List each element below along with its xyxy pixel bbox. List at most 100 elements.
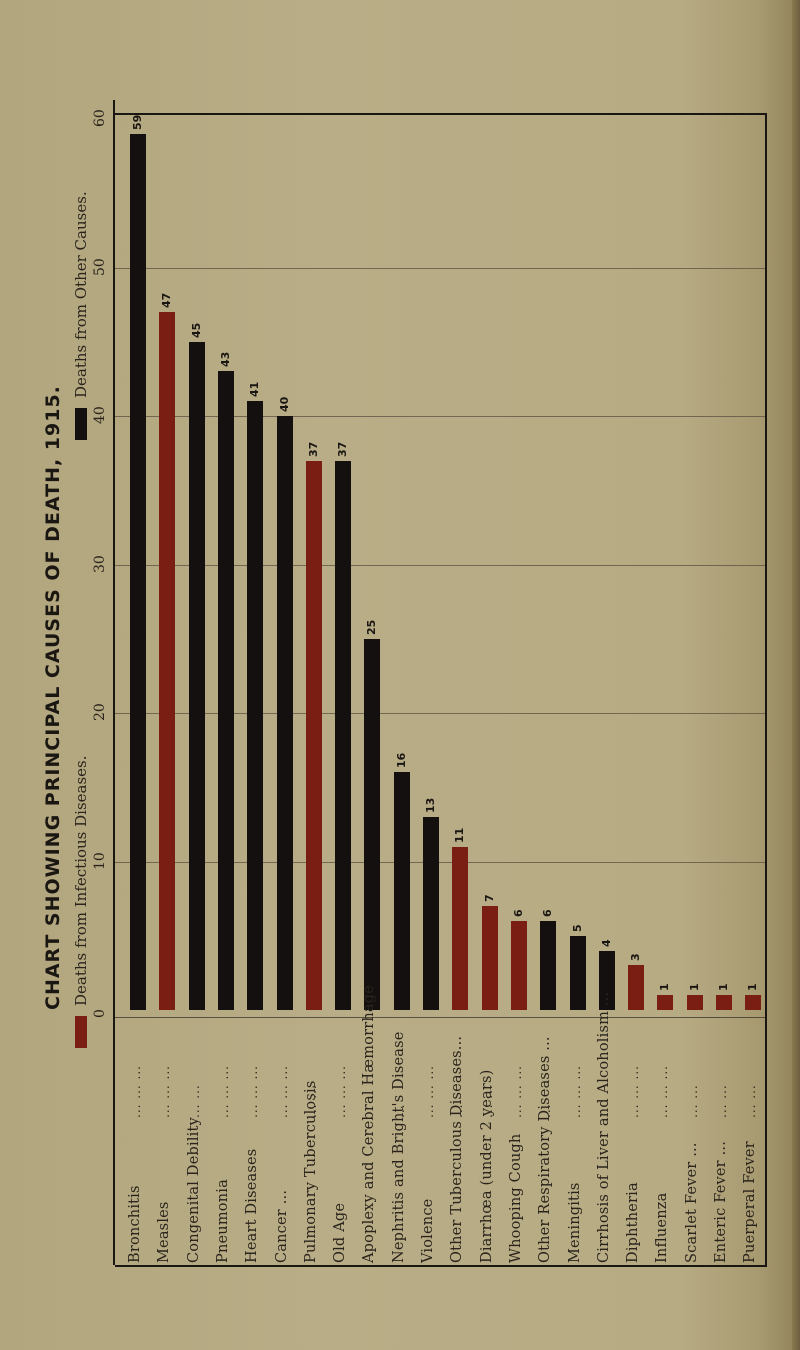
legend-label-other: Deaths from Other Causes. <box>72 191 90 398</box>
bar-pulmonary-tuberculosis <box>305 460 322 1010</box>
bar-scarlet-fever <box>686 995 703 1010</box>
category-label: Enteric Fever ... <box>713 1140 729 1263</box>
bar-value-label: 16 <box>394 753 408 769</box>
leader-dots: ... ... ... <box>627 1065 642 1118</box>
bar-old-age <box>335 460 352 1010</box>
leader-dots: ... ... ... <box>422 1065 436 1118</box>
bar-bronchitis <box>130 133 146 1010</box>
bar-pneumonia <box>217 371 234 1010</box>
category-label: Puerperal Fever <box>742 1141 759 1263</box>
category-label: Measles <box>156 1201 173 1263</box>
category-label: Nephritis and Bright's Disease <box>390 1031 407 1263</box>
leader-dots: ... ... ... <box>246 1065 261 1118</box>
bar-other-tuberculous-diseases <box>452 846 469 1010</box>
leader-dots: ... <box>451 1103 466 1118</box>
gridline-10 <box>115 861 765 863</box>
leader-dots: ... ... ... <box>656 1065 671 1118</box>
bar-value-label: 37 <box>336 441 350 457</box>
category-label: Heart Diseases <box>244 1148 261 1263</box>
tick-label: 30 <box>92 554 108 573</box>
leader-dots: ... ... ... <box>275 1065 290 1118</box>
bar-value-label: 5 <box>570 924 584 932</box>
leader-dots: ... ... <box>480 1084 495 1118</box>
bar-diarrh-a-under-years <box>481 906 498 1010</box>
legend-infectious: Deaths from Infectious Diseases. <box>72 755 90 1048</box>
legend-other: Deaths from Other Causes. <box>72 191 90 440</box>
bar-congenital-debility <box>188 341 205 1010</box>
page-binding-edge <box>792 0 800 1350</box>
tick-label: 60 <box>92 109 108 127</box>
category-label: Cancer ... <box>273 1189 290 1263</box>
category-label: Scarlet Fever ... <box>683 1142 700 1263</box>
chart-frame <box>115 113 767 1267</box>
bar-value-label: 59 <box>131 114 144 130</box>
legend-label-infectious: Deaths from Infectious Diseases. <box>72 755 90 1006</box>
leader-dots: ... ... ... <box>568 1065 583 1118</box>
bar-value-label: 41 <box>248 381 262 398</box>
bar-value-label: 43 <box>218 352 232 368</box>
tick-label: 0 <box>92 1009 108 1018</box>
bar-value-label: 11 <box>453 827 467 843</box>
leader-dots: ... <box>539 1103 554 1118</box>
bar-value-label: 7 <box>482 894 496 903</box>
bar-value-label: 1 <box>687 983 701 992</box>
bar-measles <box>159 312 176 1010</box>
tick-label: 50 <box>92 257 108 276</box>
leader-dots: ... ... <box>715 1084 729 1118</box>
value-axis-line <box>113 100 115 1265</box>
bar-influenza <box>657 995 674 1010</box>
bar-value-label: 6 <box>541 909 555 917</box>
category-label: Meningitis <box>566 1182 583 1263</box>
gridline-20 <box>115 713 765 714</box>
bar-value-label: 6 <box>511 909 525 917</box>
legend-swatch-other <box>75 408 87 440</box>
bar-puerperal-fever <box>745 995 762 1010</box>
bar-nephritis-and-bright-s-disease <box>393 772 410 1010</box>
bar-cancer <box>276 416 293 1010</box>
category-label: Diphtheria <box>625 1182 642 1263</box>
bar-violence <box>423 816 439 1010</box>
category-label: Bronchitis <box>127 1185 143 1263</box>
category-label: Influenza <box>654 1192 671 1263</box>
gridline-50 <box>115 267 765 269</box>
bar-value-label: 1 <box>746 983 760 992</box>
bar-whooping-cough <box>510 920 527 1010</box>
category-label: Apoplexy and Cerebral Hæmorrhage <box>361 985 378 1263</box>
tick-label: 10 <box>92 851 108 870</box>
bar-apoplexy-and-cerebral-h-morrhage <box>364 638 381 1010</box>
bar-other-respiratory-diseases <box>540 920 557 1010</box>
bar-value-label: 37 <box>306 441 320 457</box>
category-label: Other Respiratory Diseases ... <box>537 1036 554 1263</box>
baseline <box>115 1017 765 1018</box>
gridline-40 <box>115 416 765 417</box>
leader-dots: ... ... <box>685 1084 700 1118</box>
bar-value-label: 47 <box>160 292 174 309</box>
bar-value-label: 45 <box>189 322 203 338</box>
bar-value-label: 13 <box>424 797 437 813</box>
leader-dots: ... ... ... <box>216 1065 231 1118</box>
legend-swatch-infectious <box>75 1016 87 1048</box>
leader-dots: ... ... ... <box>509 1065 524 1118</box>
gridline-30 <box>115 564 765 566</box>
leader-dots: ... <box>392 1103 407 1118</box>
leader-dots: ... ... ... <box>129 1065 143 1118</box>
chart-title: CHART SHOWING PRINCIPAL CAUSES OF DEATH,… <box>42 385 64 1010</box>
leader-dots: ... ... <box>304 1084 319 1118</box>
bar-value-label: 3 <box>629 953 643 962</box>
bar-diphtheria <box>628 965 645 1010</box>
category-label: Pneumonia <box>214 1179 231 1263</box>
bar-value-label: 40 <box>277 396 291 412</box>
bar-value-label: 4 <box>599 938 613 947</box>
leader-dots: ... ... <box>744 1084 759 1118</box>
bar-meningitis <box>569 935 586 1010</box>
category-label: Cirrhosis of Liver and Alcoholism ... <box>595 991 612 1263</box>
category-label: Other Tuberculous Diseases... <box>449 1035 466 1263</box>
bar-value-label: 1 <box>658 983 672 992</box>
category-label: Whooping Cough <box>507 1133 524 1263</box>
bar-enteric-fever <box>716 995 732 1010</box>
category-label: Violence <box>420 1198 436 1263</box>
category-label: Congenital Debility <box>185 1117 202 1263</box>
leader-dots: ... ... ... <box>158 1065 173 1118</box>
leader-dots: ... ... ... <box>334 1065 349 1118</box>
tick-label: 40 <box>92 406 108 424</box>
